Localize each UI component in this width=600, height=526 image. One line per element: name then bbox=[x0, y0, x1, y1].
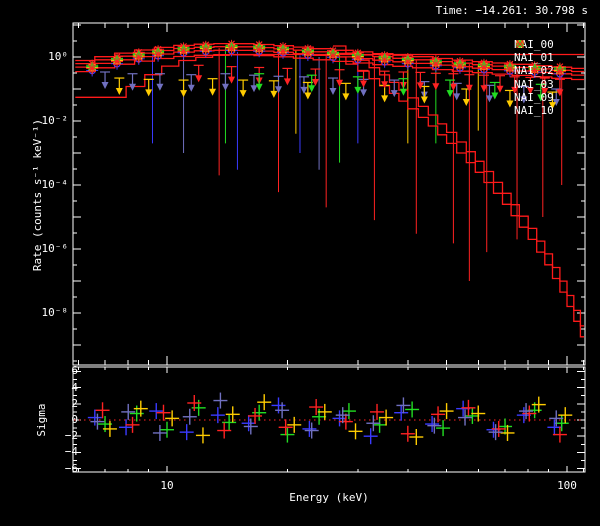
sigma-tick-label: 0 bbox=[71, 413, 78, 426]
legend-entry-label: NAI_01 bbox=[514, 51, 554, 65]
sigma-tick-label: −6 bbox=[64, 461, 78, 475]
detector-legend: NAI_00 NAI_01 NAI_02 NAI_03 NAI_09 NAI_10 bbox=[514, 38, 590, 117]
legend-entry: NAI_09 bbox=[514, 40, 590, 104]
energy-tick-label: 100 bbox=[557, 479, 577, 492]
sigma-tick-label: 6 bbox=[71, 364, 78, 378]
time-range-label: Time: −14.261: 30.798 s bbox=[435, 4, 588, 17]
legend-entry-label: NAI_02 bbox=[514, 64, 554, 78]
sigma-tick-label: 2 bbox=[71, 396, 78, 410]
rate-tick-label: 10⁻⁴ bbox=[41, 178, 69, 191]
legend-entry-label: NAI_03 bbox=[514, 77, 554, 91]
long-error-bars bbox=[152, 47, 563, 281]
rate-tick-label: 10⁻² bbox=[41, 114, 69, 127]
legend-entry-label: NAI_10 bbox=[514, 104, 554, 118]
legend-entry: NAI_01 bbox=[514, 40, 590, 65]
x-symbol-icon bbox=[516, 40, 524, 48]
legend-entry: NAI_02 bbox=[514, 40, 590, 78]
rate-tick-label: 10⁻⁸ bbox=[41, 306, 69, 319]
spectrum-points-NAI_10 bbox=[86, 44, 566, 78]
energy-axis-label: Energy (keV) bbox=[289, 491, 369, 504]
energy-tick-label: 10 bbox=[160, 479, 174, 492]
residual-points bbox=[87, 392, 573, 446]
legend-entry-label: NAI_00 bbox=[514, 38, 554, 52]
legend-entry: NAI_03 bbox=[514, 40, 590, 91]
rate-tick-label: 10⁰ bbox=[48, 50, 68, 63]
upper-limit-arrows bbox=[100, 64, 565, 110]
sigma-tick-label: −2 bbox=[64, 429, 78, 443]
legend-entry-label: NAI_09 bbox=[514, 90, 554, 104]
rate-tick-label: 10⁻⁶ bbox=[41, 242, 69, 255]
sigma-tick-label: 4 bbox=[71, 380, 78, 394]
sigma-tick-label: −4 bbox=[64, 445, 78, 459]
legend-entry: NAI_10 bbox=[514, 40, 590, 118]
